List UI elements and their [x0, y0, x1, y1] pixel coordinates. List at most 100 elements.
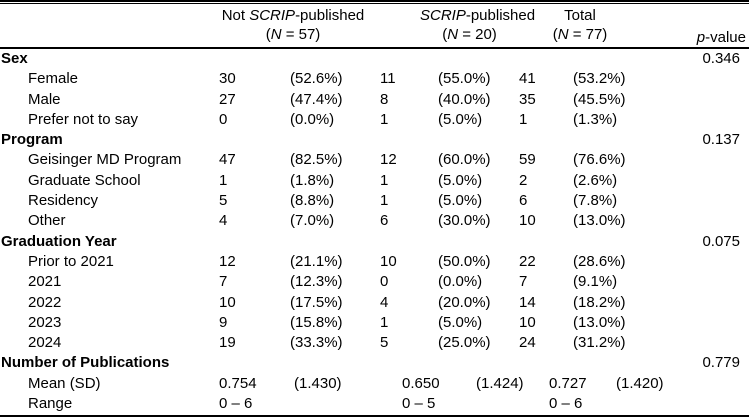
- header-text-part: -published: [295, 7, 365, 24]
- table-top-rule: [0, 0, 749, 4]
- p-value-empty: [660, 171, 749, 191]
- p-value-empty: [660, 293, 749, 313]
- header-text-part: = 20): [458, 26, 497, 43]
- count-cell: 22: [519, 252, 536, 270]
- percent-cell: (7.0%): [290, 212, 335, 230]
- data-row: Male 27 (47.4%) 8 (40.0%) 35 (45.5%): [0, 90, 749, 110]
- p-value-empty: [660, 313, 749, 333]
- header-text-part: (: [265, 26, 271, 43]
- row-label: Prior to 2021: [28, 252, 114, 270]
- count-cell: 8: [380, 90, 389, 108]
- percent-cell: (1.424): [476, 374, 524, 392]
- percent-cell: (20.0%): [438, 293, 491, 311]
- row-label: 2022: [28, 293, 62, 311]
- count-cell: 1: [380, 110, 389, 128]
- section-header-row: Program 0.137: [0, 130, 749, 150]
- header-text-part: Total: [564, 7, 596, 24]
- section-header-row: Sex 0.346: [0, 49, 749, 69]
- p-value: 0.137: [702, 131, 740, 149]
- count-cell: 12: [380, 151, 397, 169]
- count-cell: 1: [219, 171, 228, 189]
- p-value-empty: [660, 90, 749, 110]
- percent-cell: (12.3%): [290, 273, 343, 291]
- p-value-empty: [660, 69, 749, 89]
- data-row: Other 4 (7.0%) 6 (30.0%) 10 (13.0%): [0, 211, 749, 231]
- p-value-empty: [699, 374, 749, 394]
- percent-cell: (2.6%): [573, 171, 618, 189]
- count-cell: 10: [380, 252, 397, 270]
- count-cell: 30: [219, 70, 236, 88]
- p-value-empty: [660, 252, 749, 272]
- p-value-empty: [660, 150, 749, 170]
- row-label: Other: [28, 212, 66, 230]
- section-label: Sex: [1, 50, 28, 67]
- count-cell: 14: [519, 293, 536, 311]
- count-cell: 35: [519, 90, 536, 108]
- row-label: 2023: [28, 313, 62, 331]
- table-header-row: Not SCRIP-published (N = 57) SCRIP-publi…: [0, 4, 749, 47]
- header-text-part: p: [696, 29, 706, 46]
- count-cell: 0: [380, 273, 389, 291]
- data-row: Female 30 (52.6%) 11 (55.0%) 41 (53.2%): [0, 69, 749, 89]
- percent-cell: (21.1%): [290, 252, 343, 270]
- row-label: Male: [28, 90, 61, 108]
- header-text-part: N: [557, 26, 569, 43]
- header-text-part: N: [447, 26, 459, 43]
- count-cell: 0: [219, 110, 228, 128]
- col-header-line2: (N = 20): [420, 25, 519, 44]
- data-row: Prefer not to say 0 (0.0%) 1 (5.0%) 1 (1.3%): [0, 110, 749, 130]
- count-cell: 10: [519, 212, 536, 230]
- count-cell: 0.727: [549, 374, 587, 392]
- percent-cell: (76.6%): [573, 151, 626, 169]
- count-cell: 0 – 6: [549, 395, 583, 413]
- p-value-empty: [660, 333, 749, 353]
- col-header-line2: (N = 77): [519, 25, 641, 44]
- table-body: Sex 0.346 Female 30 (52.6%) 11 (55.0%) 41 (53.2%…: [0, 49, 749, 414]
- percent-cell: (5.0%): [438, 192, 483, 210]
- header-text-part: SCRIP: [420, 7, 466, 24]
- percent-cell: (15.8%): [290, 313, 343, 331]
- percent-cell: (18.2%): [573, 293, 626, 311]
- percent-cell: (7.8%): [573, 192, 618, 210]
- count-cell: 4: [380, 293, 389, 311]
- count-cell: 27: [219, 90, 236, 108]
- col-header-line1: Not SCRIP-published: [219, 6, 367, 25]
- row-label: Range: [28, 395, 73, 413]
- percent-cell: (25.0%): [438, 334, 491, 352]
- percent-cell: (50.0%): [438, 252, 491, 270]
- header-text-part: (: [552, 26, 558, 43]
- count-cell: 24: [519, 334, 536, 352]
- table-bottom-rule: [0, 415, 749, 418]
- count-cell: 1: [380, 171, 389, 189]
- count-cell: 11: [380, 70, 396, 88]
- count-cell: 6: [380, 212, 389, 230]
- percent-cell: (1.8%): [290, 171, 335, 189]
- col-header-not-scrip-published: Not SCRIP-published (N = 57): [219, 6, 380, 47]
- count-cell: 47: [219, 151, 236, 169]
- percent-cell: (55.0%): [438, 70, 491, 88]
- count-cell: 0.650: [402, 374, 440, 392]
- data-row: Geisinger MD Program 47 (82.5%) 12 (60.0%) 59…: [0, 150, 749, 170]
- percent-cell: (13.0%): [573, 212, 626, 230]
- data-row: 2023 9 (15.8%) 1 (5.0%) 10 (13.0%): [0, 313, 749, 333]
- percent-cell: (60.0%): [438, 151, 491, 169]
- percent-cell: (30.0%): [438, 212, 491, 230]
- data-row: 2022 10 (17.5%) 4 (20.0%) 14 (18.2%): [0, 293, 749, 313]
- col-header-line2: (N = 57): [219, 25, 367, 44]
- col-header-scrip-published: SCRIP-published (N = 20): [380, 6, 535, 47]
- percent-cell: (0.0%): [438, 273, 483, 291]
- count-cell: 0 – 6: [219, 395, 253, 413]
- section-header-row: Number of Publications 0.779: [0, 353, 749, 373]
- header-text-part: SCRIP: [249, 7, 296, 24]
- header-text-part: = 57): [281, 26, 321, 43]
- p-value-empty: [660, 211, 749, 231]
- percent-cell: (1.430): [294, 374, 342, 392]
- p-value: 0.075: [702, 232, 740, 250]
- count-cell: 12: [219, 252, 236, 270]
- row-label: 2021: [28, 273, 62, 291]
- percent-cell: (1.3%): [573, 110, 618, 128]
- p-value-empty: [660, 110, 749, 130]
- col-header-line2: p-value: [660, 28, 746, 47]
- col-header-p-value: p-value: [660, 6, 749, 47]
- count-cell: 0 – 5: [402, 395, 436, 413]
